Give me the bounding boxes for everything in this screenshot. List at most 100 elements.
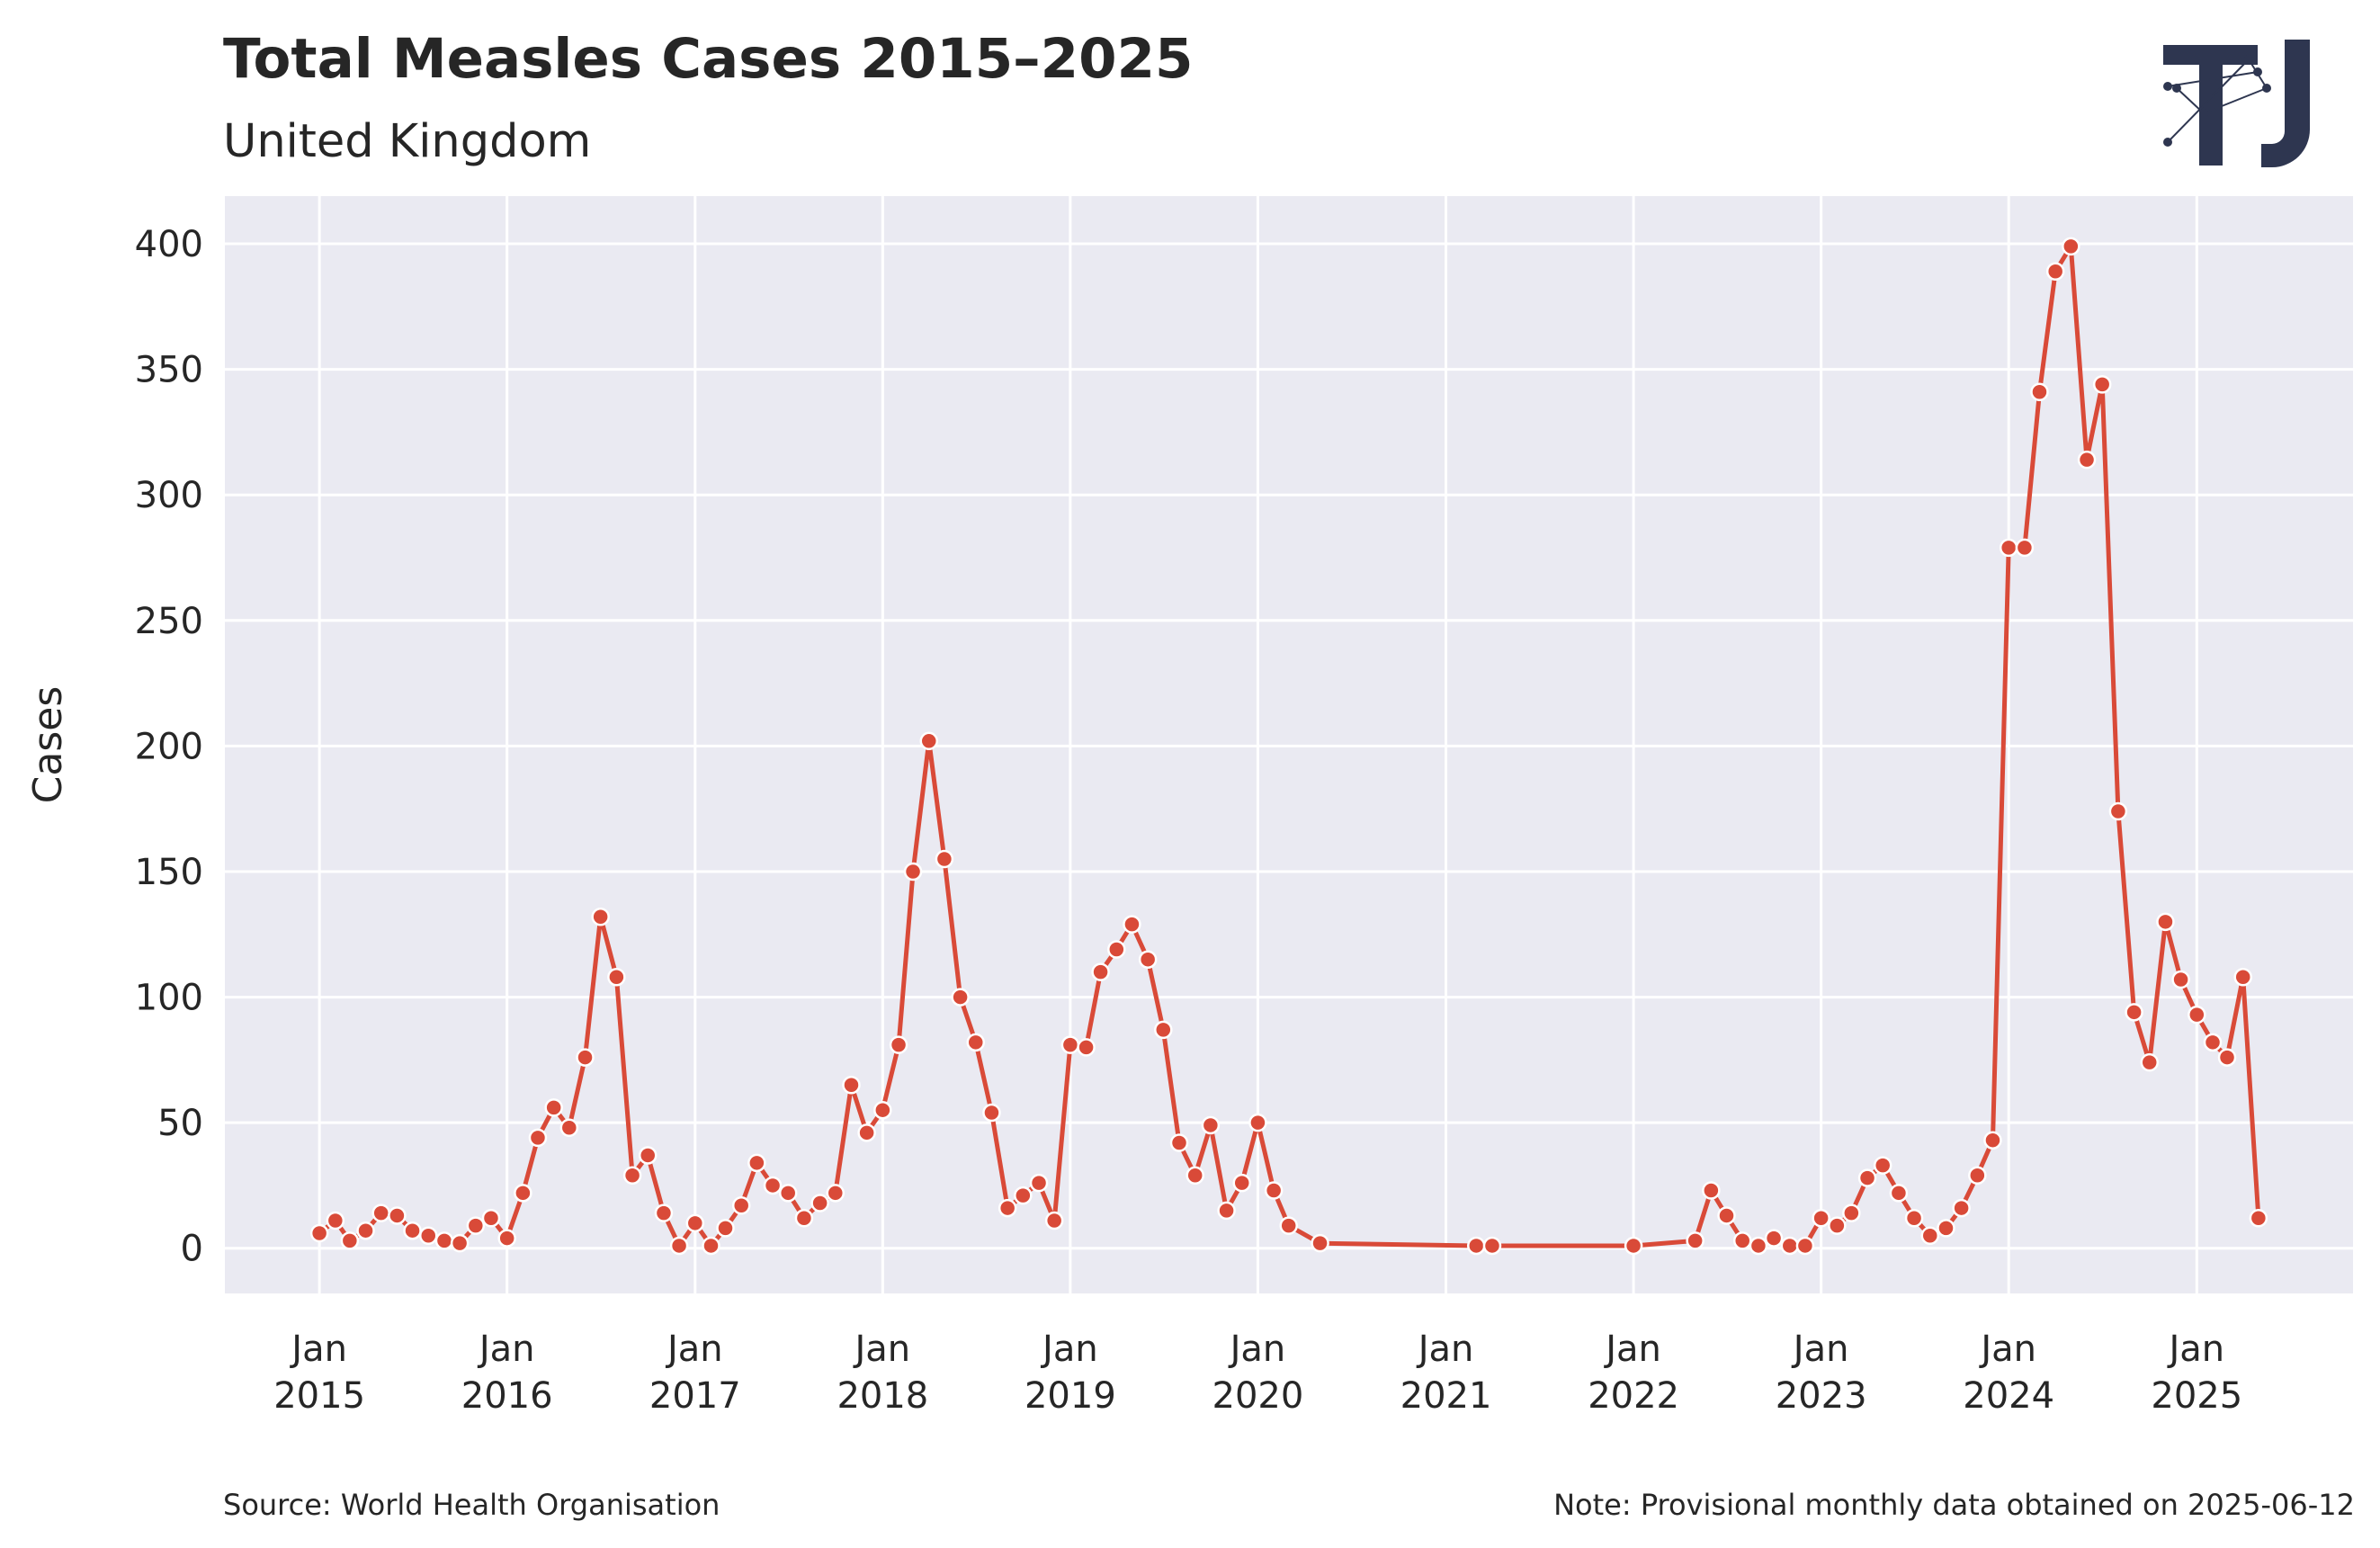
data-point bbox=[2188, 1005, 2206, 1025]
data-point bbox=[747, 1153, 766, 1173]
x-tick-label-year: 2025 bbox=[2151, 1375, 2242, 1417]
data-point bbox=[403, 1221, 422, 1240]
data-point bbox=[434, 1231, 454, 1250]
data-point bbox=[1904, 1208, 1924, 1228]
data-point bbox=[1732, 1231, 1752, 1250]
data-point bbox=[1937, 1219, 1955, 1238]
data-point bbox=[1232, 1173, 1251, 1193]
data-point bbox=[935, 849, 954, 869]
data-point bbox=[559, 1118, 579, 1137]
x-tick-label-month: Jan bbox=[2166, 1329, 2224, 1370]
data-point bbox=[2045, 262, 2065, 282]
data-point bbox=[576, 1048, 595, 1067]
x-tick-label-year: 2019 bbox=[1024, 1375, 1116, 1417]
data-point bbox=[1717, 1206, 1736, 1225]
data-point bbox=[638, 1146, 658, 1165]
data-point bbox=[716, 1219, 735, 1238]
data-point bbox=[1889, 1184, 1909, 1203]
data-point bbox=[1169, 1133, 1189, 1152]
x-tick-label-month: Jan bbox=[1791, 1329, 1849, 1370]
x-tick-label-month: Jan bbox=[853, 1329, 911, 1370]
y-tick-label: 0 bbox=[181, 1229, 203, 1270]
data-point bbox=[340, 1231, 360, 1250]
data-point bbox=[1044, 1211, 1064, 1230]
data-point bbox=[388, 1206, 407, 1225]
data-point bbox=[2125, 1003, 2143, 1022]
data-point bbox=[998, 1198, 1017, 1218]
y-tick-label: 300 bbox=[135, 475, 203, 516]
data-point bbox=[591, 907, 610, 926]
data-point bbox=[1795, 1236, 1815, 1256]
x-tick-label-year: 2018 bbox=[837, 1375, 928, 1417]
data-point bbox=[1686, 1231, 1704, 1250]
data-point bbox=[1138, 950, 1158, 969]
data-point bbox=[1248, 1113, 1267, 1132]
y-tick-label: 100 bbox=[135, 978, 203, 1019]
data-point bbox=[1201, 1115, 1221, 1135]
data-point bbox=[622, 1166, 642, 1186]
data-point bbox=[810, 1194, 829, 1212]
x-tick-label-month: Jan bbox=[1416, 1329, 1474, 1370]
x-tick-label-month: Jan bbox=[1603, 1329, 1661, 1370]
data-point bbox=[1842, 1204, 1861, 1222]
data-point bbox=[326, 1211, 345, 1230]
data-point bbox=[2030, 382, 2049, 402]
data-point bbox=[1812, 1208, 1830, 1228]
data-point bbox=[1873, 1156, 1892, 1175]
data-point bbox=[1749, 1236, 1768, 1256]
y-tick-label: 150 bbox=[135, 852, 203, 893]
data-point bbox=[2171, 970, 2190, 989]
source-note: Source: World Health Organisation bbox=[223, 1488, 720, 1522]
data-point bbox=[2077, 450, 2097, 470]
x-tick-label-year: 2022 bbox=[1588, 1375, 1679, 1417]
data-point bbox=[873, 1100, 892, 1120]
data-point bbox=[919, 731, 939, 751]
data-point bbox=[1311, 1233, 1329, 1253]
y-tick-label: 400 bbox=[135, 224, 203, 265]
data-point bbox=[794, 1208, 814, 1228]
data-point bbox=[1920, 1226, 1940, 1246]
x-tick-label-month: Jan bbox=[477, 1329, 535, 1370]
data-point bbox=[356, 1221, 375, 1240]
data-point bbox=[1014, 1186, 1033, 1205]
y-tick-label: 250 bbox=[135, 601, 203, 642]
x-tick-label-year: 2020 bbox=[1212, 1375, 1304, 1417]
data-point bbox=[544, 1098, 563, 1117]
data-point bbox=[1186, 1166, 1204, 1186]
x-tick-label-month: Jan bbox=[1228, 1329, 1286, 1370]
x-tick-label-year: 2023 bbox=[1776, 1375, 1867, 1417]
data-point bbox=[1857, 1168, 1877, 1187]
data-point bbox=[1154, 1020, 1173, 1040]
data-point bbox=[1952, 1198, 1971, 1218]
page-subtitle: United Kingdom bbox=[223, 115, 592, 168]
data-point bbox=[1780, 1236, 1800, 1256]
data-point bbox=[951, 988, 970, 1007]
data-point bbox=[481, 1208, 501, 1228]
data-point bbox=[466, 1216, 486, 1235]
x-tick-label-month: Jan bbox=[289, 1329, 347, 1370]
data-point bbox=[2062, 237, 2080, 256]
data-point bbox=[685, 1213, 705, 1233]
data-point bbox=[702, 1236, 720, 1256]
x-tick-label-month: Jan bbox=[665, 1329, 723, 1370]
data-point bbox=[1264, 1181, 1284, 1200]
data-point bbox=[1702, 1181, 1721, 1200]
data-point bbox=[2092, 375, 2112, 394]
data-point bbox=[371, 1204, 390, 1222]
data-point bbox=[763, 1176, 783, 1195]
data-point bbox=[654, 1204, 674, 1222]
data-point bbox=[1467, 1236, 1486, 1256]
tj-logo-icon bbox=[2163, 40, 2310, 167]
y-tick-label: 200 bbox=[135, 726, 203, 767]
data-point bbox=[2217, 1048, 2237, 1067]
data-point bbox=[1077, 1038, 1096, 1057]
x-tick-label-month: Jan bbox=[1040, 1329, 1098, 1370]
data-point bbox=[1999, 538, 2018, 558]
data-point bbox=[419, 1226, 438, 1246]
data-point bbox=[842, 1076, 861, 1095]
data-point bbox=[2233, 967, 2252, 987]
data-point bbox=[778, 1184, 798, 1203]
data-point bbox=[497, 1229, 516, 1248]
data-point bbox=[1764, 1229, 1784, 1248]
data-point bbox=[1029, 1173, 1049, 1193]
